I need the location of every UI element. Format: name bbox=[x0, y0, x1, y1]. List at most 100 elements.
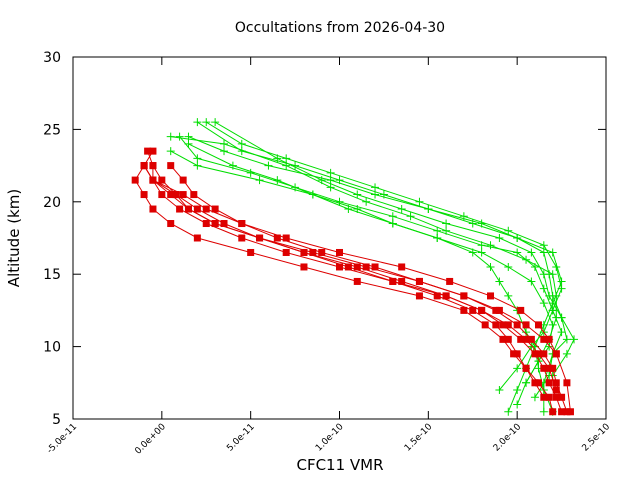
y-tick-label: 5 bbox=[52, 412, 61, 428]
data-point-square bbox=[149, 205, 157, 213]
data-point-square bbox=[513, 350, 521, 358]
data-point-square bbox=[549, 408, 557, 416]
data-point-square bbox=[531, 379, 539, 387]
series-line bbox=[170, 165, 571, 412]
data-point-plus bbox=[388, 212, 397, 221]
data-point-plus bbox=[477, 241, 486, 250]
data-point-plus bbox=[539, 407, 548, 416]
data-point-plus bbox=[255, 176, 264, 185]
series-line bbox=[197, 121, 563, 412]
data-point-square bbox=[415, 277, 423, 285]
data-point-square bbox=[220, 220, 228, 228]
data-point-square bbox=[540, 364, 548, 372]
data-point-plus bbox=[308, 190, 317, 199]
data-point-plus bbox=[504, 226, 513, 235]
data-point-square bbox=[492, 321, 500, 329]
data-point-plus bbox=[326, 168, 335, 177]
series-line bbox=[188, 143, 554, 412]
data-point-plus bbox=[522, 378, 531, 387]
data-point-plus bbox=[539, 284, 548, 293]
data-point-square bbox=[552, 393, 560, 401]
data-point-square bbox=[167, 220, 175, 228]
data-point-plus bbox=[202, 118, 211, 127]
data-point-plus bbox=[539, 299, 548, 308]
data-point-plus bbox=[545, 342, 554, 351]
data-point-plus bbox=[433, 226, 442, 235]
data-point-plus bbox=[273, 176, 282, 185]
data-point-square bbox=[522, 335, 530, 343]
data-point-square bbox=[545, 364, 553, 372]
data-point-square bbox=[193, 205, 201, 213]
data-point-square bbox=[167, 191, 175, 199]
data-point-plus bbox=[557, 284, 566, 293]
data-point-square bbox=[522, 321, 530, 329]
data-point-plus bbox=[335, 197, 344, 206]
data-point-square bbox=[184, 205, 192, 213]
data-point-square bbox=[487, 292, 495, 300]
series-line bbox=[143, 165, 557, 391]
data-point-square bbox=[158, 176, 166, 184]
data-point-plus bbox=[545, 270, 554, 279]
data-point-plus bbox=[406, 212, 415, 221]
x-axis-label: CFC11 VMR bbox=[296, 456, 383, 474]
data-point-plus bbox=[527, 277, 536, 286]
data-point-square bbox=[433, 292, 441, 300]
data-point-square bbox=[558, 408, 566, 416]
data-point-plus bbox=[264, 161, 273, 170]
data-point-plus bbox=[486, 241, 495, 250]
data-point-plus bbox=[371, 190, 380, 199]
data-point-square bbox=[211, 220, 219, 228]
data-point-plus bbox=[166, 132, 175, 141]
y-tick-label: 30 bbox=[43, 50, 61, 66]
data-point-square bbox=[336, 248, 343, 256]
data-point-square bbox=[495, 306, 503, 314]
data-point-plus bbox=[513, 400, 522, 409]
series-red bbox=[140, 162, 548, 401]
data-point-plus bbox=[193, 154, 202, 163]
data-point-plus bbox=[193, 161, 202, 170]
data-point-square bbox=[534, 321, 542, 329]
x-tick-label: 2.5e-10 bbox=[581, 422, 613, 454]
data-point-square bbox=[144, 147, 152, 155]
data-point-square bbox=[140, 191, 148, 199]
data-point-square bbox=[478, 306, 486, 314]
data-point-square bbox=[202, 205, 210, 213]
series-line bbox=[143, 165, 545, 398]
data-point-square bbox=[549, 364, 557, 372]
data-point-plus bbox=[459, 212, 468, 221]
data-point-square bbox=[140, 162, 148, 170]
series-line bbox=[170, 136, 557, 384]
data-point-square bbox=[179, 176, 187, 184]
data-point-plus bbox=[211, 118, 220, 127]
data-point-plus bbox=[522, 328, 531, 337]
data-point-square bbox=[552, 379, 560, 387]
data-point-square bbox=[131, 176, 139, 184]
data-point-plus bbox=[220, 139, 229, 148]
series-green bbox=[202, 118, 566, 395]
data-point-square bbox=[336, 263, 343, 271]
data-point-plus bbox=[539, 248, 548, 257]
series-green bbox=[184, 132, 579, 380]
data-point-plus bbox=[184, 132, 193, 141]
data-point-square bbox=[353, 263, 361, 271]
data-point-square bbox=[282, 248, 290, 256]
data-point-plus bbox=[527, 248, 536, 257]
data-point-plus bbox=[562, 335, 571, 344]
y-tick-label: 25 bbox=[43, 122, 61, 138]
data-point-square bbox=[158, 191, 166, 199]
x-tick-label: 1.5e-10 bbox=[403, 422, 435, 454]
data-point-plus bbox=[220, 147, 229, 156]
series-red bbox=[131, 147, 557, 416]
data-point-plus bbox=[433, 234, 442, 242]
data-point-square bbox=[552, 350, 560, 358]
data-point-plus bbox=[539, 241, 548, 250]
data-point-square bbox=[492, 306, 500, 314]
series-red bbox=[140, 162, 560, 358]
data-point-square bbox=[563, 408, 571, 416]
data-point-plus bbox=[530, 393, 539, 402]
data-point-plus bbox=[388, 219, 397, 228]
data-point-square bbox=[499, 321, 507, 329]
data-point-plus bbox=[442, 219, 451, 228]
data-point-plus bbox=[495, 234, 504, 242]
